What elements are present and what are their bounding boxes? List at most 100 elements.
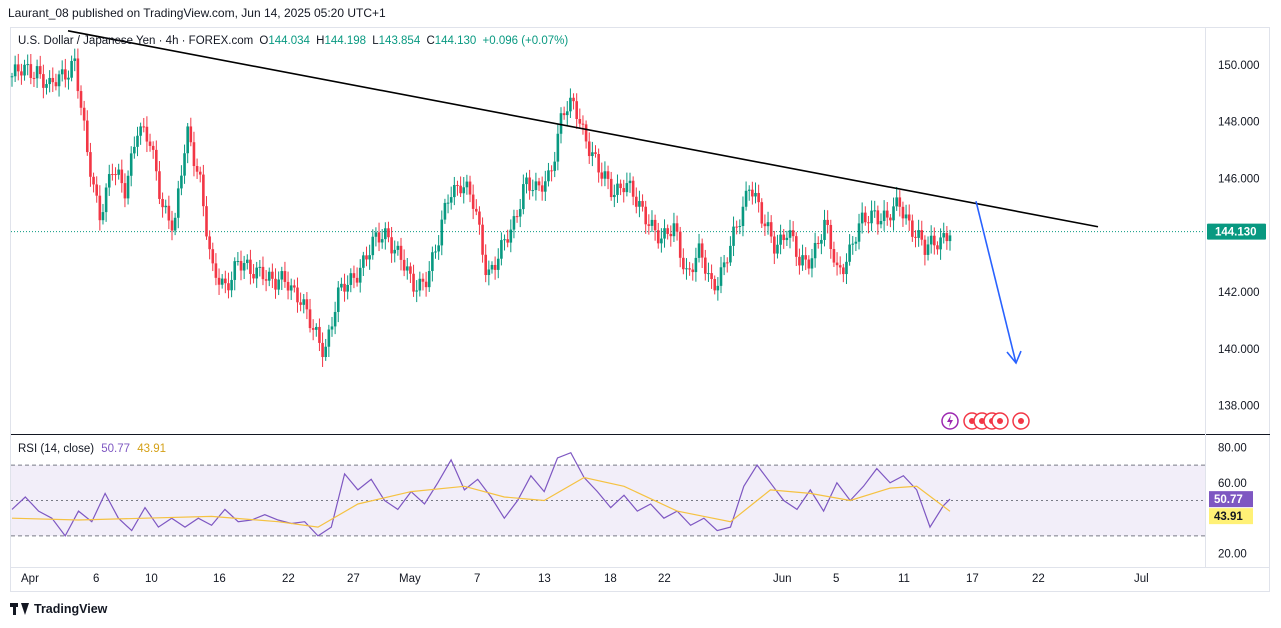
candle-body	[167, 205, 171, 221]
candle-body	[936, 245, 939, 250]
time-axis-tick-label: 27	[347, 573, 360, 585]
candle-body	[613, 194, 616, 198]
candle-body	[735, 226, 738, 228]
rsi-ma-value: 43.91	[137, 443, 167, 455]
candle-body	[437, 245, 440, 252]
candle-body	[343, 283, 346, 292]
candle-body	[82, 107, 86, 121]
candle-body	[562, 113, 566, 116]
candle-body	[239, 261, 243, 271]
rsi-legend: RSI (14, close) 50.77 43.91	[18, 443, 166, 455]
time-axis-tick-label: 6	[93, 573, 99, 585]
candle-body	[948, 235, 952, 242]
candle-body	[769, 222, 773, 237]
candle-body	[481, 224, 484, 255]
candle-body	[336, 287, 340, 312]
candle-body	[776, 244, 779, 254]
candle-body	[267, 271, 271, 281]
close-label: C	[426, 35, 435, 47]
time-axis-tick-label: Apr	[21, 573, 39, 585]
candle-body	[402, 259, 406, 271]
candle-body	[242, 263, 246, 271]
candle-body	[67, 77, 70, 80]
candle-body	[51, 77, 55, 83]
candle-body	[493, 264, 497, 270]
candle-body	[901, 206, 905, 219]
candle-body	[647, 224, 651, 226]
candle-body	[280, 271, 284, 280]
price-axis-tick-label: 148.000	[1218, 117, 1260, 129]
symbol-name[interactable]: U.S. Dollar / Japanese Yen · 4h · FOREX.…	[18, 35, 254, 47]
candle-body	[377, 232, 381, 243]
candle-body	[929, 235, 933, 245]
candle-body	[863, 212, 867, 223]
candle-body	[700, 243, 704, 258]
candle-body	[725, 262, 729, 264]
candle-body	[478, 211, 481, 225]
candle-body	[920, 230, 924, 240]
candle-body	[104, 187, 108, 213]
candle-body	[293, 285, 296, 288]
candle-body	[842, 267, 845, 275]
candle-body	[757, 192, 760, 203]
candle-body	[691, 269, 695, 273]
candle-body	[773, 236, 776, 254]
candle-body	[151, 145, 155, 150]
candle-body	[848, 244, 851, 262]
candle-body	[738, 226, 742, 228]
candle-body	[217, 277, 221, 285]
candle-body	[810, 258, 814, 269]
candle-body	[308, 309, 312, 329]
candle-body	[64, 69, 67, 80]
candle-body	[487, 269, 491, 276]
candle-body	[180, 175, 183, 189]
candle-body	[644, 206, 647, 225]
candle-body	[380, 239, 384, 243]
candle-body	[264, 279, 268, 281]
candle-body	[782, 234, 786, 241]
candle-body	[54, 82, 58, 87]
candle-body	[424, 281, 428, 288]
candle-body	[867, 222, 870, 224]
candle-body	[393, 249, 397, 254]
candle-body	[813, 242, 817, 259]
time-axis-tick-label: 7	[474, 573, 480, 585]
candle-body	[747, 189, 751, 191]
candle-body	[547, 170, 550, 182]
candle-body	[716, 285, 720, 291]
rsi-value-badge-label: 50.77	[1214, 494, 1243, 506]
footer-brand[interactable]: TradingView	[10, 602, 107, 616]
candle-body	[751, 189, 754, 197]
candle-body	[415, 290, 418, 292]
candle-body	[296, 287, 299, 303]
candle-body	[38, 66, 42, 75]
candle-body	[374, 232, 378, 237]
candle-body	[289, 285, 293, 291]
candle-body	[722, 262, 726, 268]
candle-body	[678, 231, 682, 258]
candle-body	[876, 210, 880, 225]
candle-body	[362, 255, 365, 268]
rsi-name[interactable]: RSI (14, close)	[18, 443, 95, 455]
candle-body	[173, 217, 177, 231]
candle-body	[666, 228, 669, 234]
candle-body	[785, 237, 789, 241]
candle-body	[233, 261, 237, 280]
candle-body	[870, 210, 873, 224]
candle-body	[358, 267, 362, 283]
rsi-ma-line	[11, 476, 951, 528]
candle-body	[85, 120, 89, 153]
candle-body	[534, 181, 538, 191]
candle-body	[889, 217, 892, 221]
candle-body	[324, 346, 328, 358]
candle-body	[79, 91, 83, 108]
candle-body	[92, 176, 95, 185]
candle-body	[528, 177, 531, 191]
candle-body	[788, 230, 792, 238]
candle-body	[591, 152, 594, 157]
candle-body	[553, 161, 557, 171]
candle-body	[509, 229, 513, 243]
low-label: L	[372, 35, 379, 47]
candle-body	[550, 170, 553, 172]
